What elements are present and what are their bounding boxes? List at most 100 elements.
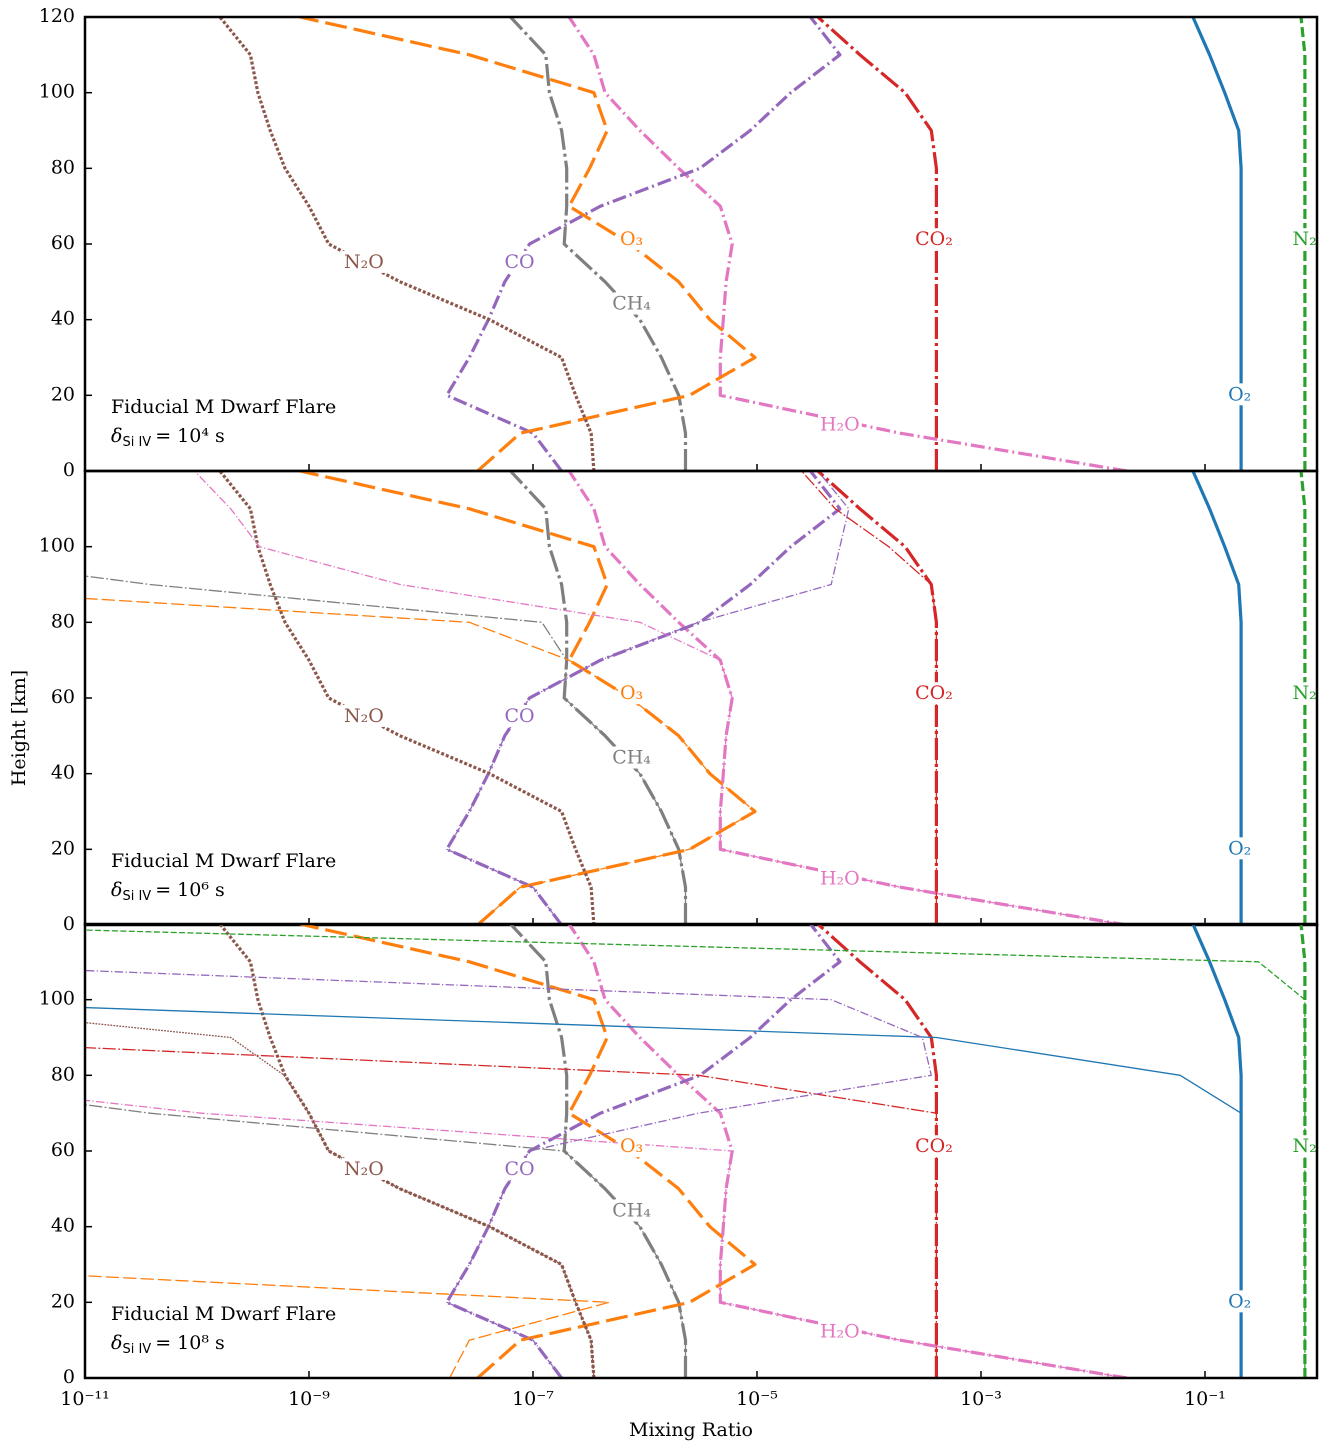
label-bg — [1226, 1290, 1254, 1313]
label-bg — [913, 1135, 955, 1158]
annotation-symbol: δ — [111, 425, 122, 447]
label-bg — [502, 1157, 537, 1180]
label-bg — [502, 704, 537, 727]
y-tick-label: 20 — [51, 383, 75, 405]
y-tick-label: 100 — [39, 988, 75, 1010]
series-label: H₂O — [820, 414, 860, 436]
series-label: O₂ — [1228, 383, 1251, 405]
y-tick-label: 100 — [39, 535, 75, 557]
series-label: O₃ — [620, 228, 643, 250]
label-bg — [617, 682, 646, 705]
series-label: N₂ — [1293, 1135, 1317, 1157]
annotation-subscript: Si IV — [122, 435, 151, 450]
series-label: N₂ — [1293, 682, 1317, 704]
x-tick-label: 10⁻⁵ — [736, 1388, 778, 1410]
profile-line — [299, 471, 757, 925]
profile-line — [218, 17, 596, 471]
label-bg — [341, 704, 386, 727]
flare-profile-line — [85, 575, 687, 925]
label-bg — [617, 1135, 646, 1158]
x-tick-label: 10⁻¹¹ — [60, 1388, 109, 1410]
profile-line — [299, 17, 757, 471]
panel: O₂ N₂ CO₂ H₂O CO CH₄ O₃ N₂O 0 20 40 60 80 100 120 Fiduc… — [39, 5, 1319, 481]
series-label: CO — [504, 705, 534, 727]
label-bg — [610, 292, 654, 315]
plot-area — [218, 17, 1307, 471]
y-tick-label: 80 — [51, 610, 75, 632]
label-bg — [1226, 383, 1254, 406]
y-tick-label: 100 — [39, 81, 75, 103]
label-bg — [1290, 682, 1319, 705]
flare-profile-line — [194, 471, 1127, 925]
y-tick-label: 40 — [51, 308, 75, 330]
label-bg — [913, 228, 955, 251]
annotation: δSi IV = 10⁶ s — [111, 879, 225, 904]
series-label: N₂O — [344, 705, 384, 727]
y-tick-label: 40 — [51, 1215, 75, 1237]
annotation-subscript: Si IV — [122, 1342, 151, 1357]
series-label: O₃ — [620, 1135, 643, 1157]
panel: O₂ N₂ CO₂ H₂O CO CH₄ O₃ N₂O 0 20 40 60 80 100 10⁻¹¹ 10⁻… — [39, 922, 1319, 1441]
label-bg — [1290, 228, 1319, 251]
profile-line — [299, 924, 757, 1378]
series-label: CO — [504, 251, 534, 273]
annotation: Fiducial M Dwarf Flare — [111, 396, 336, 418]
series-label: H₂O — [820, 1321, 860, 1343]
annotation-subscript: Si IV — [122, 889, 151, 904]
series-label: CH₄ — [612, 293, 651, 315]
y-tick-label: 20 — [51, 1290, 75, 1312]
series-label: N₂O — [344, 1158, 384, 1180]
y-tick-label: 20 — [51, 837, 75, 859]
x-tick-label: 10⁻⁷ — [512, 1388, 554, 1410]
label-bg — [502, 250, 537, 273]
label-bg — [817, 413, 862, 436]
annotation-symbol: δ — [111, 1332, 122, 1354]
panel: O₂ N₂ CO₂ H₂O CO CH₄ O₃ N₂O 0 20 40 60 80 100 Fiducial… — [8, 469, 1319, 935]
series-label: O₂ — [1228, 837, 1251, 859]
label-bg — [817, 1320, 862, 1343]
label-bg — [913, 682, 955, 705]
profile-line — [218, 471, 596, 925]
y-tick-label: 120 — [39, 5, 75, 27]
series-label: CH₄ — [612, 747, 651, 769]
y-tick-label: 60 — [51, 232, 75, 254]
x-tick-label: 10⁻³ — [960, 1388, 1002, 1410]
y-tick-label: 80 — [51, 1063, 75, 1085]
label-bg — [817, 867, 862, 890]
flare-profile-line — [446, 471, 850, 925]
y-tick-label: 40 — [51, 762, 75, 784]
y-tick-label: 60 — [51, 686, 75, 708]
profile-line — [218, 924, 596, 1378]
annotation: Fiducial M Dwarf Flare — [111, 850, 336, 872]
label-bg — [341, 1157, 386, 1180]
label-bg — [617, 228, 646, 251]
profile-line — [509, 924, 688, 1378]
annotation-value: = 10⁴ s — [155, 425, 225, 447]
series-label: CO₂ — [915, 1135, 953, 1157]
flare-profile-line — [85, 1099, 1127, 1378]
label-bg — [610, 1199, 654, 1222]
series-label: CH₄ — [612, 1200, 651, 1222]
series-label: O₃ — [620, 682, 643, 704]
annotation: δSi IV = 10⁸ s — [111, 1332, 225, 1357]
flare-profile-line — [85, 969, 932, 1378]
flare-profile-line — [85, 1104, 687, 1378]
y-axis-label: Height [km] — [8, 670, 30, 786]
annotation-value: = 10⁸ s — [155, 1332, 225, 1354]
y-tick-label: 80 — [51, 156, 75, 178]
profile-line — [445, 17, 842, 471]
series-label: N₂ — [1293, 228, 1317, 250]
profile-line — [509, 471, 688, 925]
y-tick-label: 0 — [63, 1366, 75, 1388]
y-tick-label: 0 — [63, 913, 75, 935]
x-tick-label: 10⁻⁹ — [288, 1388, 330, 1410]
label-bg — [1290, 1135, 1319, 1158]
plot-area — [85, 924, 1307, 1378]
series-label: H₂O — [820, 868, 860, 890]
annotation-value: = 10⁶ s — [155, 879, 225, 901]
annotation-symbol: δ — [111, 879, 122, 901]
label-bg — [1226, 837, 1254, 860]
x-axis-label: Mixing Ratio — [629, 1419, 753, 1441]
flare-profile-line — [85, 1021, 595, 1378]
